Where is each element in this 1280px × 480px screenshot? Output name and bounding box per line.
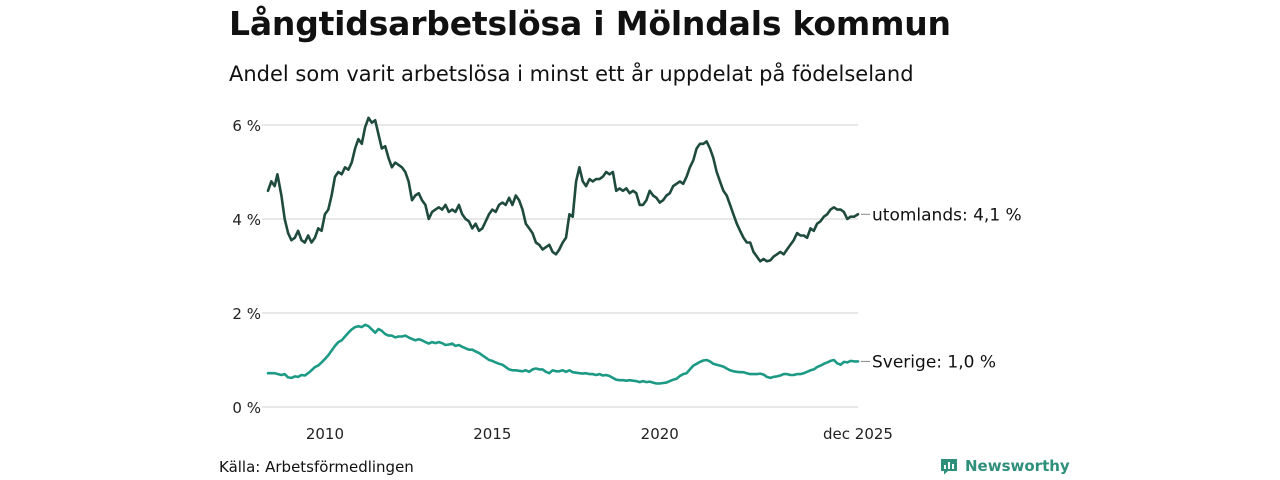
- newsworthy-logo: Newsworthy: [939, 456, 1070, 476]
- chart-subtitle: Andel som varit arbetslösa i minst ett å…: [229, 62, 914, 86]
- x-tick-label: dec 2025: [823, 425, 893, 443]
- end-label-sverige: Sverige: 1,0 %: [872, 352, 996, 372]
- source-note: Källa: Arbetsförmedlingen: [219, 458, 414, 476]
- chart-title: Långtidsarbetslösa i Mölndals kommun: [229, 4, 951, 43]
- y-tick-label: 2 %: [232, 305, 261, 323]
- end-label-utomlands: utomlands: 4,1 %: [872, 205, 1022, 225]
- y-tick-label: 4 %: [232, 211, 261, 229]
- x-tick-label: 2010: [306, 425, 344, 443]
- line-chart: 0 % 2 % 4 % 6 % 2010 2015 2020 dec 2025 utomland…: [232, 116, 1022, 443]
- series-line-sverige: [266, 323, 860, 385]
- y-tick-label: 0 %: [232, 399, 261, 417]
- y-tick-label: 6 %: [232, 117, 261, 135]
- series-line-utomlands: [266, 116, 860, 263]
- x-tick-label: 2015: [473, 425, 511, 443]
- newsworthy-icon: [941, 459, 957, 475]
- x-tick-label: 2020: [641, 425, 679, 443]
- newsworthy-wordmark: Newsworthy: [965, 457, 1070, 475]
